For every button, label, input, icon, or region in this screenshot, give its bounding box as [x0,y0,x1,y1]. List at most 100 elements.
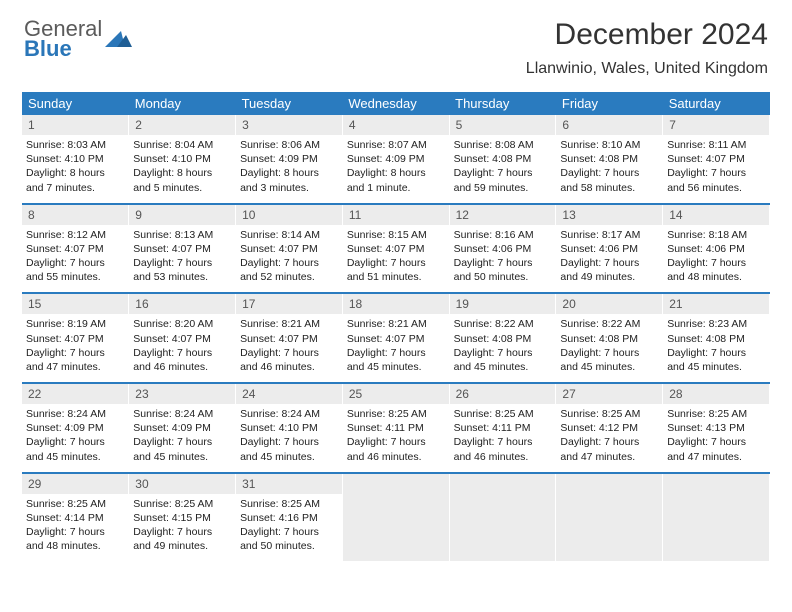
daylight-text: Daylight: 7 hours and 50 minutes. [454,256,552,284]
daylight-text: Daylight: 7 hours and 48 minutes. [26,525,124,553]
day-header: Friday [556,92,663,115]
day-number-cell: 1 [22,115,129,135]
day-number-cell: 8 [22,205,129,225]
daylight-text: Daylight: 7 hours and 59 minutes. [454,166,552,194]
sunrise-text: Sunrise: 8:22 AM [560,317,658,331]
day-content-cell: Sunrise: 8:25 AMSunset: 4:15 PMDaylight:… [129,494,236,562]
day-content-cell: Sunrise: 8:24 AMSunset: 4:10 PMDaylight:… [236,404,343,473]
day-number-cell [556,474,663,494]
day-number-cell [449,474,556,494]
day-content-cell: Sunrise: 8:24 AMSunset: 4:09 PMDaylight:… [129,404,236,473]
day-number-cell: 25 [342,384,449,404]
day-content-row: Sunrise: 8:25 AMSunset: 4:14 PMDaylight:… [22,494,770,562]
sunrise-text: Sunrise: 8:24 AM [26,407,124,421]
sunset-text: Sunset: 4:09 PM [240,152,338,166]
day-number-cell: 19 [449,294,556,314]
day-number: 14 [669,208,682,222]
sunrise-text: Sunrise: 8:11 AM [667,138,765,152]
daylight-text: Daylight: 7 hours and 45 minutes. [26,435,124,463]
sunrise-text: Sunrise: 8:25 AM [26,497,124,511]
sunrise-text: Sunrise: 8:04 AM [133,138,231,152]
location-label: Llanwinio, Wales, United Kingdom [526,60,768,78]
day-number: 10 [242,208,255,222]
day-content-cell: Sunrise: 8:14 AMSunset: 4:07 PMDaylight:… [236,225,343,294]
day-number: 16 [135,297,148,311]
day-number: 20 [562,297,575,311]
day-number-cell: 17 [236,294,343,314]
sunset-text: Sunset: 4:06 PM [454,242,552,256]
day-number-row: 29 30 31 [22,474,770,494]
sunrise-text: Sunrise: 8:25 AM [560,407,658,421]
day-content-cell: Sunrise: 8:03 AMSunset: 4:10 PMDaylight:… [22,135,129,204]
sunset-text: Sunset: 4:07 PM [133,332,231,346]
day-number-cell: 31 [236,474,343,494]
day-header: Tuesday [236,92,343,115]
day-number-cell: 16 [129,294,236,314]
day-content-cell: Sunrise: 8:18 AMSunset: 4:06 PMDaylight:… [663,225,770,294]
daylight-text: Daylight: 7 hours and 47 minutes. [667,435,765,463]
daylight-text: Daylight: 8 hours and 3 minutes. [240,166,338,194]
sunset-text: Sunset: 4:08 PM [454,152,552,166]
sunset-text: Sunset: 4:07 PM [347,332,445,346]
day-number: 4 [349,118,356,132]
logo-text: General Blue [24,18,102,60]
sunrise-text: Sunrise: 8:24 AM [133,407,231,421]
day-number-cell: 10 [236,205,343,225]
day-number: 26 [456,387,469,401]
sunset-text: Sunset: 4:14 PM [26,511,124,525]
day-number-cell: 18 [342,294,449,314]
day-header: Saturday [663,92,770,115]
sunrise-text: Sunrise: 8:03 AM [26,138,124,152]
day-number-cell: 9 [129,205,236,225]
day-content-cell: Sunrise: 8:22 AMSunset: 4:08 PMDaylight:… [449,314,556,383]
day-number-row: 891011121314 [22,205,770,225]
day-number: 23 [135,387,148,401]
day-number-cell: 15 [22,294,129,314]
day-number-cell: 29 [22,474,129,494]
daylight-text: Daylight: 7 hours and 48 minutes. [667,256,765,284]
sunset-text: Sunset: 4:08 PM [560,332,658,346]
day-number: 30 [135,477,148,491]
sunset-text: Sunset: 4:10 PM [26,152,124,166]
daylight-text: Daylight: 7 hours and 47 minutes. [26,346,124,374]
sunset-text: Sunset: 4:11 PM [454,421,552,435]
logo-word2: Blue [24,38,102,60]
sunrise-text: Sunrise: 8:07 AM [347,138,445,152]
daylight-text: Daylight: 8 hours and 1 minute. [347,166,445,194]
sunrise-text: Sunrise: 8:20 AM [133,317,231,331]
sunrise-text: Sunrise: 8:25 AM [667,407,765,421]
day-content-cell: Sunrise: 8:07 AMSunset: 4:09 PMDaylight:… [342,135,449,204]
day-content-cell [342,494,449,562]
day-content-cell: Sunrise: 8:25 AMSunset: 4:14 PMDaylight:… [22,494,129,562]
day-number: 8 [28,208,35,222]
day-content-cell: Sunrise: 8:23 AMSunset: 4:08 PMDaylight:… [663,314,770,383]
day-number: 31 [242,477,255,491]
sunrise-text: Sunrise: 8:14 AM [240,228,338,242]
day-number-row: 22232425262728 [22,384,770,404]
sunset-text: Sunset: 4:07 PM [347,242,445,256]
day-number: 18 [349,297,362,311]
day-content-cell: Sunrise: 8:17 AMSunset: 4:06 PMDaylight:… [556,225,663,294]
daylight-text: Daylight: 7 hours and 45 minutes. [667,346,765,374]
daylight-text: Daylight: 7 hours and 45 minutes. [240,435,338,463]
daylight-text: Daylight: 7 hours and 45 minutes. [560,346,658,374]
daylight-text: Daylight: 8 hours and 7 minutes. [26,166,124,194]
sunrise-text: Sunrise: 8:25 AM [240,497,338,511]
day-number-cell: 3 [236,115,343,135]
day-content-cell [663,494,770,562]
sunset-text: Sunset: 4:06 PM [667,242,765,256]
sunrise-text: Sunrise: 8:21 AM [347,317,445,331]
sunrise-text: Sunrise: 8:24 AM [240,407,338,421]
day-number-cell: 28 [663,384,770,404]
daylight-text: Daylight: 7 hours and 58 minutes. [560,166,658,194]
sunrise-text: Sunrise: 8:15 AM [347,228,445,242]
sunset-text: Sunset: 4:16 PM [240,511,338,525]
day-number-cell: 12 [449,205,556,225]
day-number: 24 [242,387,255,401]
day-number-cell: 2 [129,115,236,135]
day-content-cell: Sunrise: 8:22 AMSunset: 4:08 PMDaylight:… [556,314,663,383]
day-number: 12 [456,208,469,222]
day-content-cell: Sunrise: 8:08 AMSunset: 4:08 PMDaylight:… [449,135,556,204]
day-number-cell: 13 [556,205,663,225]
sunrise-text: Sunrise: 8:06 AM [240,138,338,152]
